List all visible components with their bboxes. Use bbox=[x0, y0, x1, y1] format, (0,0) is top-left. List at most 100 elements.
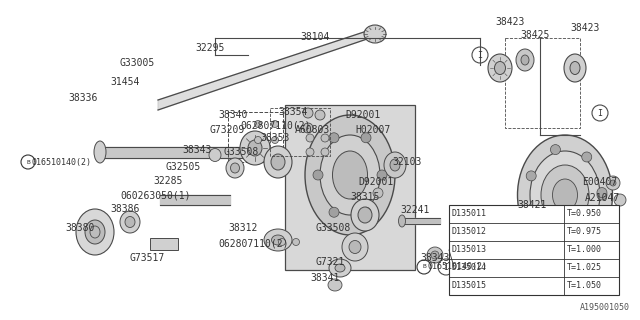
Polygon shape bbox=[285, 105, 415, 270]
Bar bbox=[505, 38, 580, 128]
Text: G7321: G7321 bbox=[316, 257, 346, 267]
Circle shape bbox=[303, 123, 313, 133]
Circle shape bbox=[321, 148, 329, 156]
Text: 32295: 32295 bbox=[195, 43, 225, 53]
Ellipse shape bbox=[271, 235, 285, 245]
Text: 38104: 38104 bbox=[300, 32, 330, 42]
Ellipse shape bbox=[335, 264, 345, 272]
Text: T=0.950: T=0.950 bbox=[567, 210, 602, 219]
Circle shape bbox=[329, 133, 339, 143]
Text: D135014: D135014 bbox=[452, 263, 487, 273]
Circle shape bbox=[278, 238, 285, 245]
Bar bbox=[150, 238, 178, 250]
Circle shape bbox=[361, 133, 371, 143]
Ellipse shape bbox=[530, 151, 600, 239]
Text: I: I bbox=[598, 108, 602, 117]
Text: 016510140(2): 016510140(2) bbox=[32, 157, 92, 166]
Ellipse shape bbox=[518, 135, 612, 255]
Text: A60803: A60803 bbox=[295, 125, 330, 135]
Text: 38343: 38343 bbox=[420, 253, 449, 263]
Text: T=1.000: T=1.000 bbox=[567, 245, 602, 254]
Text: 060263050(1): 060263050(1) bbox=[120, 190, 191, 200]
Ellipse shape bbox=[488, 54, 512, 82]
Circle shape bbox=[583, 227, 593, 236]
Text: 062807110(2): 062807110(2) bbox=[218, 238, 289, 248]
Ellipse shape bbox=[570, 61, 580, 75]
Text: G73517: G73517 bbox=[130, 253, 165, 263]
Circle shape bbox=[321, 134, 329, 142]
Polygon shape bbox=[402, 218, 440, 224]
Text: B: B bbox=[422, 265, 426, 269]
Ellipse shape bbox=[125, 217, 135, 228]
Text: 38380: 38380 bbox=[65, 223, 94, 233]
Ellipse shape bbox=[248, 140, 262, 156]
Text: D92001: D92001 bbox=[345, 110, 380, 120]
Circle shape bbox=[271, 137, 278, 143]
Text: I: I bbox=[477, 51, 483, 60]
Text: B: B bbox=[26, 159, 30, 164]
Text: 38336: 38336 bbox=[68, 93, 97, 103]
Ellipse shape bbox=[541, 165, 589, 225]
Text: 32285: 32285 bbox=[153, 176, 182, 186]
Ellipse shape bbox=[305, 115, 395, 235]
Circle shape bbox=[582, 152, 592, 162]
Text: T=0.975: T=0.975 bbox=[567, 228, 602, 236]
Text: 38425: 38425 bbox=[520, 30, 549, 40]
Ellipse shape bbox=[564, 54, 586, 82]
Text: A21047: A21047 bbox=[585, 193, 620, 203]
Circle shape bbox=[255, 121, 262, 127]
Circle shape bbox=[550, 145, 561, 155]
Text: 38353: 38353 bbox=[260, 133, 289, 143]
Bar bbox=[228, 112, 283, 162]
Text: 062807110(2): 062807110(2) bbox=[240, 120, 310, 130]
Ellipse shape bbox=[209, 148, 221, 162]
Text: I: I bbox=[444, 262, 449, 271]
Polygon shape bbox=[158, 30, 370, 110]
Text: D92001: D92001 bbox=[358, 177, 393, 187]
Text: 38423: 38423 bbox=[570, 23, 600, 33]
Polygon shape bbox=[100, 147, 265, 158]
Text: 31454: 31454 bbox=[110, 77, 140, 87]
Text: G73209: G73209 bbox=[210, 125, 245, 135]
Ellipse shape bbox=[120, 211, 140, 233]
Text: G33005: G33005 bbox=[120, 58, 156, 68]
Text: 016510140(2): 016510140(2) bbox=[428, 262, 488, 271]
Ellipse shape bbox=[552, 179, 577, 211]
Text: G32505: G32505 bbox=[165, 162, 200, 172]
Ellipse shape bbox=[320, 135, 380, 215]
Ellipse shape bbox=[351, 199, 379, 231]
Circle shape bbox=[306, 148, 314, 156]
Text: T=1.050: T=1.050 bbox=[567, 282, 602, 291]
Ellipse shape bbox=[240, 131, 270, 165]
Circle shape bbox=[377, 170, 387, 180]
Bar bbox=[270, 108, 330, 156]
Circle shape bbox=[313, 170, 323, 180]
Ellipse shape bbox=[384, 152, 406, 178]
Text: 38423: 38423 bbox=[495, 17, 524, 27]
Circle shape bbox=[527, 211, 537, 221]
Ellipse shape bbox=[264, 229, 292, 251]
Text: 38386: 38386 bbox=[110, 204, 140, 214]
Text: A195001050: A195001050 bbox=[580, 303, 630, 312]
Circle shape bbox=[552, 236, 563, 246]
Text: 38421: 38421 bbox=[517, 200, 547, 210]
Circle shape bbox=[292, 238, 300, 245]
Circle shape bbox=[597, 188, 607, 197]
Circle shape bbox=[427, 247, 443, 263]
Circle shape bbox=[526, 171, 536, 181]
Text: 32241: 32241 bbox=[400, 205, 429, 215]
Ellipse shape bbox=[358, 207, 372, 223]
Text: D135012: D135012 bbox=[452, 228, 487, 236]
Text: 32103: 32103 bbox=[392, 157, 421, 167]
Ellipse shape bbox=[516, 49, 534, 71]
Ellipse shape bbox=[390, 159, 400, 171]
Ellipse shape bbox=[264, 146, 292, 178]
Ellipse shape bbox=[226, 158, 244, 178]
Text: 38341: 38341 bbox=[310, 273, 339, 283]
Ellipse shape bbox=[76, 209, 114, 255]
Circle shape bbox=[271, 121, 278, 127]
Ellipse shape bbox=[495, 61, 506, 75]
Polygon shape bbox=[160, 195, 230, 205]
Ellipse shape bbox=[521, 55, 529, 65]
Ellipse shape bbox=[364, 25, 386, 43]
